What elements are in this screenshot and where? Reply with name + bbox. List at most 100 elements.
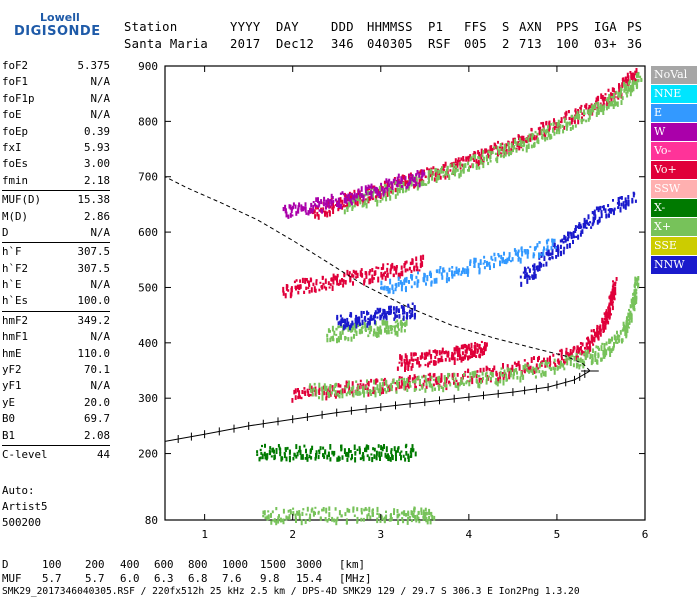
echo-mark	[546, 239, 549, 245]
echo-mark	[352, 281, 354, 286]
echo-mark	[376, 517, 379, 524]
echo-mark	[414, 376, 417, 379]
echo-mark	[379, 382, 382, 388]
echo-mark	[319, 281, 322, 284]
echo-mark	[410, 452, 413, 458]
echo-mark	[635, 81, 638, 87]
param-row: foEp 0.39	[2, 124, 110, 140]
echo-mark	[258, 457, 261, 462]
header-label: S	[502, 20, 510, 34]
echo-mark	[386, 189, 389, 192]
echo-mark	[523, 276, 526, 279]
echo-mark	[397, 383, 400, 389]
echo-mark	[415, 179, 418, 183]
param-row: hmF1 N/A	[2, 329, 110, 345]
echo-mark	[479, 347, 482, 354]
echo-mark	[584, 226, 586, 229]
echo-mark	[631, 72, 634, 76]
echo-mark	[499, 375, 502, 382]
echo-mark	[440, 272, 443, 276]
echo-mark	[334, 198, 337, 202]
echo-mark	[306, 280, 309, 284]
echo-mark	[588, 341, 591, 348]
echo-mark	[410, 519, 413, 523]
echo-mark	[546, 137, 549, 141]
echo-mark	[476, 379, 479, 384]
echo-mark	[415, 275, 418, 279]
echo-mark	[424, 507, 427, 512]
echo-mark	[569, 127, 572, 131]
echo-mark	[403, 510, 406, 517]
echo-mark	[505, 376, 508, 382]
echo-mark	[428, 168, 431, 171]
echo-mark	[607, 97, 610, 102]
echo-mark	[405, 286, 407, 293]
echo-mark	[325, 507, 328, 514]
echo-mark	[536, 139, 539, 144]
echo-mark	[312, 211, 315, 214]
echo-mark	[283, 453, 286, 459]
echo-mark	[369, 389, 372, 395]
echo-mark	[312, 388, 315, 392]
echo-mark	[607, 204, 610, 208]
header-value: 040305	[367, 37, 413, 51]
echo-mark	[393, 265, 396, 271]
echo-mark	[381, 188, 384, 191]
echo-mark	[386, 267, 389, 273]
echo-mark	[457, 157, 460, 160]
echo-mark	[628, 314, 631, 320]
echo-mark	[476, 370, 479, 373]
echo-mark	[287, 289, 290, 292]
echo-mark	[550, 367, 553, 371]
echo-mark	[404, 268, 407, 273]
echo-mark	[431, 515, 434, 520]
echo-mark	[617, 206, 620, 209]
echo-mark	[318, 449, 321, 455]
echo-mark	[364, 315, 367, 319]
echo-mark	[365, 385, 368, 389]
echo-mark	[622, 81, 625, 87]
echo-mark	[354, 317, 357, 322]
echo-mark	[599, 332, 602, 337]
echo-mark	[597, 354, 600, 357]
echo-mark	[540, 253, 542, 256]
echo-mark	[361, 385, 364, 389]
echo-mark	[604, 208, 607, 213]
param-name: yF1	[2, 379, 22, 393]
echo-mark	[408, 375, 411, 380]
echo-mark	[350, 387, 353, 392]
y-tick-label: 900	[138, 60, 158, 73]
echo-mark	[278, 514, 280, 518]
echo-mark	[350, 390, 353, 394]
echo-mark	[435, 277, 438, 284]
echo-mark	[618, 338, 621, 342]
echo-mark	[400, 455, 402, 461]
echo-mark	[366, 322, 369, 328]
echo-mark	[443, 351, 446, 355]
echo-mark	[423, 357, 426, 360]
echo-mark	[639, 75, 642, 79]
echo-mark	[446, 377, 448, 380]
echo-mark	[336, 280, 339, 286]
param-name: fmin	[2, 173, 29, 187]
echo-mark	[334, 383, 337, 389]
echo-mark	[535, 367, 538, 374]
echo-mark	[323, 196, 326, 200]
echo-mark	[279, 447, 282, 454]
echo-mark	[564, 114, 567, 121]
echo-mark	[602, 205, 605, 209]
echo-mark	[425, 511, 428, 516]
echo-mark	[526, 278, 529, 284]
echo-mark	[596, 324, 599, 330]
echo-mark	[358, 317, 361, 324]
echo-mark	[626, 94, 629, 98]
echo-mark	[600, 93, 603, 99]
echo-mark	[438, 169, 440, 174]
echo-mark	[296, 451, 299, 457]
echo-mark	[288, 514, 291, 520]
echo-mark	[608, 208, 611, 213]
echo-mark	[418, 269, 421, 272]
echo-mark	[401, 322, 403, 328]
echo-mark	[430, 280, 433, 284]
echo-mark	[324, 211, 326, 217]
